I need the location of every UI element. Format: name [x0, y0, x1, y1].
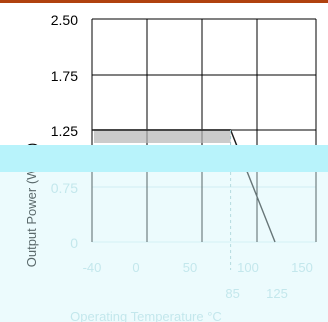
top-accent-bar	[0, 0, 328, 3]
x-tick-label: 0	[132, 260, 139, 275]
lower-fade-overlay	[0, 172, 328, 322]
x-tick-label: 50	[183, 260, 197, 275]
x-axis-title: Operating Temperature °C	[70, 309, 222, 322]
y-tick-label: 2.50	[51, 12, 78, 28]
y-tick-label: 1.75	[51, 68, 78, 84]
y-tick-label: 0.75	[51, 180, 78, 196]
x-tick-label: -40	[83, 260, 102, 275]
safe-area-shade	[94, 129, 231, 143]
overlay-band	[0, 145, 328, 172]
x-tick-label: 150	[291, 260, 313, 275]
x-sub-tick-label: 125	[266, 286, 288, 301]
x-sub-tick-label: 85	[225, 286, 239, 301]
x-tick-label: 100	[237, 260, 259, 275]
y-tick-label: 0	[70, 235, 78, 251]
y-axis-title: Output Power (Watts)	[24, 143, 39, 268]
y-tick-label: 1.25	[51, 123, 78, 139]
